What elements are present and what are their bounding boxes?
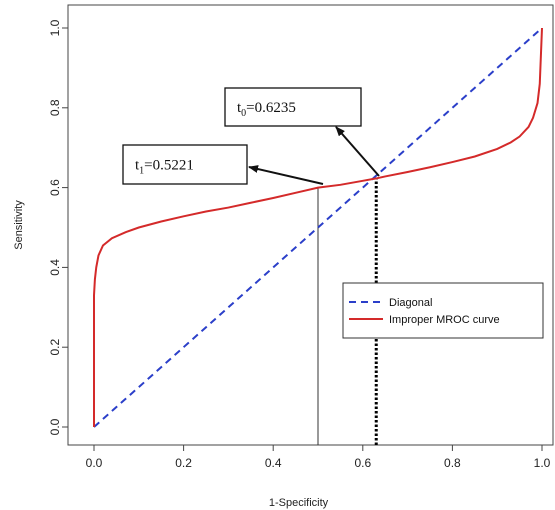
legend-box — [342, 282, 544, 339]
y-axis-title: Sensitivity — [13, 200, 25, 250]
y-tick-label: 0.4 — [48, 259, 62, 276]
plot-frame — [67, 4, 554, 446]
y-tick-label: 0.6 — [48, 179, 62, 196]
t0-annotation: t0=0.6235 — [224, 87, 380, 177]
x-tick-label: 0.0 — [86, 456, 103, 470]
y-tick-label: 0.2 — [48, 339, 62, 356]
y-tick-label: 1.0 — [48, 19, 62, 36]
t1-annotation-arrow — [248, 165, 324, 185]
x-tick-label: 0.2 — [175, 456, 192, 470]
t1-annotation-text: t1=0.5221 — [135, 158, 194, 177]
diagonal-line — [93, 27, 543, 428]
x-tick-label: 0.8 — [444, 456, 461, 470]
y-tick-label: 0.0 — [48, 418, 62, 435]
x-tick-label: 0.4 — [265, 456, 282, 470]
t0-annotation-arrow — [335, 126, 380, 177]
t1-annotation-box — [122, 144, 248, 185]
legend-label: Improper MROC curve — [389, 314, 500, 326]
t0-annotation-text: t0=0.6235 — [237, 100, 296, 119]
mroc-curve — [93, 27, 543, 427]
x-tick-label: 0.6 — [354, 456, 371, 470]
t1-annotation: t1=0.5221 — [122, 144, 324, 185]
y-tick-label: 0.8 — [48, 99, 62, 116]
legend-label: Diagonal — [389, 297, 432, 309]
t0-annotation-box — [224, 87, 362, 127]
x-axis-title: 1-Specificity — [269, 497, 329, 509]
x-tick-label: 1.0 — [534, 456, 551, 470]
